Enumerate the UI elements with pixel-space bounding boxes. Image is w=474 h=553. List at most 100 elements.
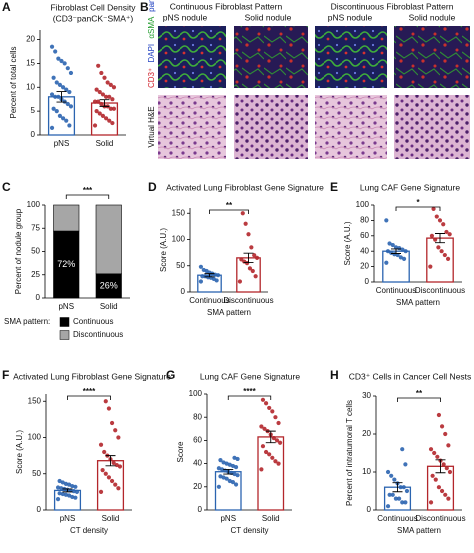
data-point xyxy=(403,249,408,254)
legend-title: SMA pattern: xyxy=(4,317,50,326)
data-point xyxy=(102,449,107,455)
data-point xyxy=(57,113,63,119)
x-axis-label: SMA pattern xyxy=(397,526,441,535)
data-point xyxy=(66,493,72,498)
data-point xyxy=(260,444,266,449)
panel-letter: E xyxy=(330,180,338,194)
data-point xyxy=(250,268,255,274)
data-point xyxy=(53,49,58,54)
data-point xyxy=(54,80,59,85)
group-header: Discontinuous Fibroblast Pattern xyxy=(331,1,454,11)
if-image xyxy=(158,26,226,88)
error-bar xyxy=(435,459,446,474)
legend-label: Continuous xyxy=(73,317,113,326)
data-point xyxy=(247,266,253,271)
data-point xyxy=(216,484,221,489)
data-point xyxy=(108,106,113,111)
x-tick-label: Continuous xyxy=(376,286,416,295)
panel-letter: D xyxy=(148,180,157,194)
y-tick-label: 100 xyxy=(172,235,186,244)
data-point xyxy=(68,104,74,109)
data-point xyxy=(270,409,275,414)
data-point xyxy=(57,491,62,496)
data-point xyxy=(105,80,110,85)
panel-letter: G xyxy=(166,368,175,382)
data-point xyxy=(96,99,101,104)
if-image xyxy=(234,26,308,88)
data-point xyxy=(94,109,99,114)
data-point xyxy=(263,401,269,406)
data-point xyxy=(55,497,61,502)
data-point xyxy=(393,496,399,501)
column-header: pNS nodule xyxy=(163,12,208,22)
chart-title: Activated Lung Fibroblast Gene Signature xyxy=(13,371,171,381)
panel-g: 0 20 40 60 80 100 Score G Lung CAF Gene Signatur… xyxy=(166,368,300,535)
data-point xyxy=(200,274,205,279)
data-point xyxy=(107,94,112,99)
x-tick-label: Solid xyxy=(262,514,280,523)
column-header: Solid nodule xyxy=(409,12,456,22)
bar-segment xyxy=(53,230,80,299)
error-bar xyxy=(99,99,110,107)
chart-title: Lung CAF Gene Signature xyxy=(360,182,460,192)
stain-label: CD3⁺ DAPI αSMA panCK xyxy=(147,0,156,88)
data-point xyxy=(73,495,78,500)
data-point xyxy=(436,485,442,490)
data-point xyxy=(218,474,223,479)
data-point xyxy=(114,462,119,468)
data-point xyxy=(403,500,408,505)
error-bar xyxy=(392,482,403,493)
y-axis-label: Percent of total cells xyxy=(9,46,18,118)
data-point xyxy=(111,106,117,111)
y-tick-label: 10 xyxy=(26,82,35,91)
x-tick-label: Solid xyxy=(96,139,114,148)
data-point xyxy=(62,61,67,66)
y-tick-label: 100 xyxy=(356,200,370,209)
data-point xyxy=(432,450,437,456)
data-point xyxy=(276,420,281,426)
panel-a: 0 5 10 15 20 Percent of total cells A Fibroblas… xyxy=(2,0,136,148)
data-point xyxy=(442,252,447,258)
panel-b: B Continuous Fibroblast Pattern Disconti… xyxy=(140,0,470,159)
data-point xyxy=(398,255,403,260)
panel-d: 0 50 100 150 Score (A.U.) D Activated Lung Fib… xyxy=(148,180,324,317)
y-tick-label: 60 xyxy=(360,231,369,240)
data-point xyxy=(98,489,104,494)
data-point xyxy=(108,82,113,87)
data-point xyxy=(252,253,257,258)
data-point xyxy=(103,399,108,404)
error-bar xyxy=(435,233,445,244)
data-point xyxy=(273,415,278,420)
data-point xyxy=(271,435,276,441)
data-point xyxy=(435,454,440,459)
error-bar xyxy=(391,248,401,254)
data-point xyxy=(64,118,69,123)
y-axis-label: Score (A.U.) xyxy=(343,221,352,265)
data-point xyxy=(110,97,115,102)
data-point xyxy=(267,452,272,457)
group-header: Continuous Fibroblast Pattern xyxy=(170,1,283,11)
data-point xyxy=(246,232,251,237)
he-image xyxy=(158,95,226,159)
y-tick-label: 0 xyxy=(367,505,372,514)
data-point xyxy=(63,492,69,497)
he-image xyxy=(234,95,308,159)
data-point xyxy=(68,70,74,76)
data-point xyxy=(278,440,283,445)
value-label: 72% xyxy=(57,259,75,269)
x-tick-label: Discontinuous xyxy=(415,514,465,523)
x-tick-label: Continuous xyxy=(189,296,229,305)
legend-swatch xyxy=(59,330,70,340)
data-point xyxy=(384,260,389,265)
sig-bracket xyxy=(227,395,272,400)
error-bar xyxy=(56,91,67,103)
data-point xyxy=(404,488,410,494)
data-point xyxy=(106,406,112,411)
y-tick-label: 40 xyxy=(193,459,202,468)
data-point xyxy=(62,99,67,104)
panel-letter: B xyxy=(140,0,149,14)
data-point xyxy=(398,485,403,490)
data-point xyxy=(98,442,104,447)
